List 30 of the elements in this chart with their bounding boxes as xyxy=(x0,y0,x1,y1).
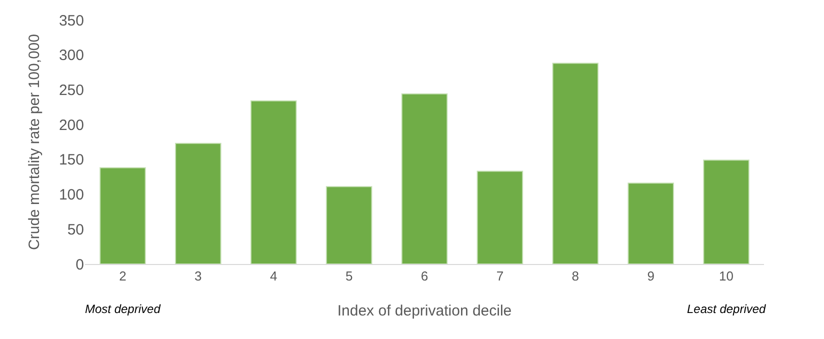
y-tick-label: 250 xyxy=(58,82,84,99)
bar xyxy=(175,142,222,264)
y-tick-label: 50 xyxy=(67,221,84,238)
x-axis-title: Index of deprivation decile xyxy=(337,302,512,320)
x-tick-label: 7 xyxy=(496,268,504,284)
x-tick-label: 10 xyxy=(719,268,734,284)
y-tick-label: 200 xyxy=(58,116,84,134)
y-tick-label: 350 xyxy=(58,12,84,30)
bar xyxy=(250,100,297,264)
bar xyxy=(326,186,372,264)
x-tick-label: 2 xyxy=(119,268,126,284)
y-axis-title: Crude mortality rate per 100,000 xyxy=(26,34,44,250)
bar xyxy=(703,160,750,264)
bar xyxy=(401,93,448,264)
text: Least deprived xyxy=(687,302,766,316)
x-tick-label: 8 xyxy=(572,268,580,284)
x-tick-label: 9 xyxy=(647,268,654,284)
text: Most deprived xyxy=(85,302,161,316)
y-tick-label: 150 xyxy=(58,152,84,169)
y-tick-label: 100 xyxy=(58,186,84,204)
x-tick-label: 6 xyxy=(420,268,428,284)
bar xyxy=(476,170,524,264)
bar xyxy=(628,182,674,264)
y-tick-label: 0 xyxy=(76,256,84,274)
y-tick-label: 300 xyxy=(58,47,84,64)
x-tick-label: 3 xyxy=(194,268,202,284)
x-tick-label: 5 xyxy=(345,268,353,284)
bar xyxy=(100,167,146,264)
bar xyxy=(552,62,599,264)
x-tick-label: 4 xyxy=(270,268,278,284)
